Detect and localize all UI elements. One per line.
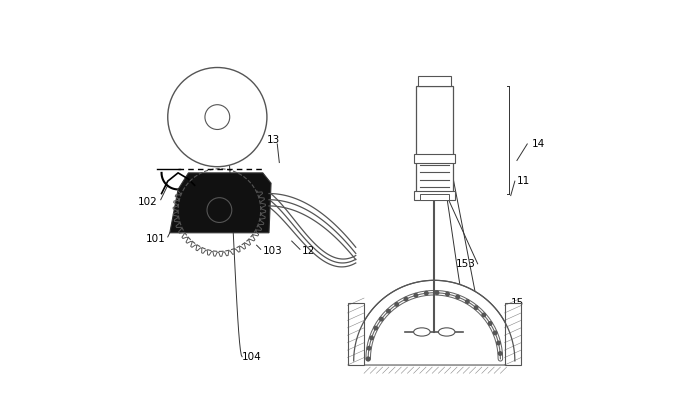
Circle shape [455, 295, 460, 300]
Circle shape [373, 326, 378, 331]
Text: 15: 15 [511, 298, 524, 308]
Ellipse shape [414, 328, 430, 336]
Text: 151: 151 [456, 337, 475, 347]
Circle shape [394, 302, 399, 307]
Bar [416, 86, 453, 158]
Bar [418, 76, 451, 86]
Text: 13: 13 [267, 135, 280, 145]
Text: 14: 14 [532, 139, 545, 149]
Circle shape [481, 312, 486, 317]
Circle shape [414, 293, 418, 298]
Text: 12: 12 [302, 246, 316, 256]
Circle shape [424, 291, 429, 296]
Bar [420, 193, 449, 200]
Bar [414, 191, 455, 200]
Ellipse shape [439, 328, 455, 336]
Circle shape [369, 335, 374, 340]
Bar [505, 303, 521, 365]
Polygon shape [170, 173, 271, 233]
Text: 101: 101 [146, 234, 165, 244]
Circle shape [366, 357, 370, 362]
Text: 102: 102 [138, 197, 158, 207]
Circle shape [498, 351, 502, 356]
Circle shape [379, 317, 384, 322]
Text: 103: 103 [263, 246, 283, 256]
Circle shape [496, 341, 501, 345]
Circle shape [473, 305, 479, 310]
Text: 152: 152 [456, 300, 475, 310]
Bar [416, 158, 453, 193]
Circle shape [493, 330, 498, 335]
Circle shape [404, 297, 409, 302]
Circle shape [386, 309, 391, 314]
Polygon shape [354, 280, 515, 365]
Circle shape [465, 299, 470, 304]
Circle shape [167, 67, 267, 167]
Circle shape [366, 346, 372, 351]
Bar [414, 154, 455, 163]
Bar [348, 303, 364, 365]
Text: 104: 104 [242, 352, 262, 362]
Text: 11: 11 [517, 176, 530, 186]
Circle shape [445, 292, 450, 297]
Circle shape [434, 290, 439, 295]
Circle shape [488, 321, 493, 326]
Text: 153: 153 [456, 259, 475, 269]
